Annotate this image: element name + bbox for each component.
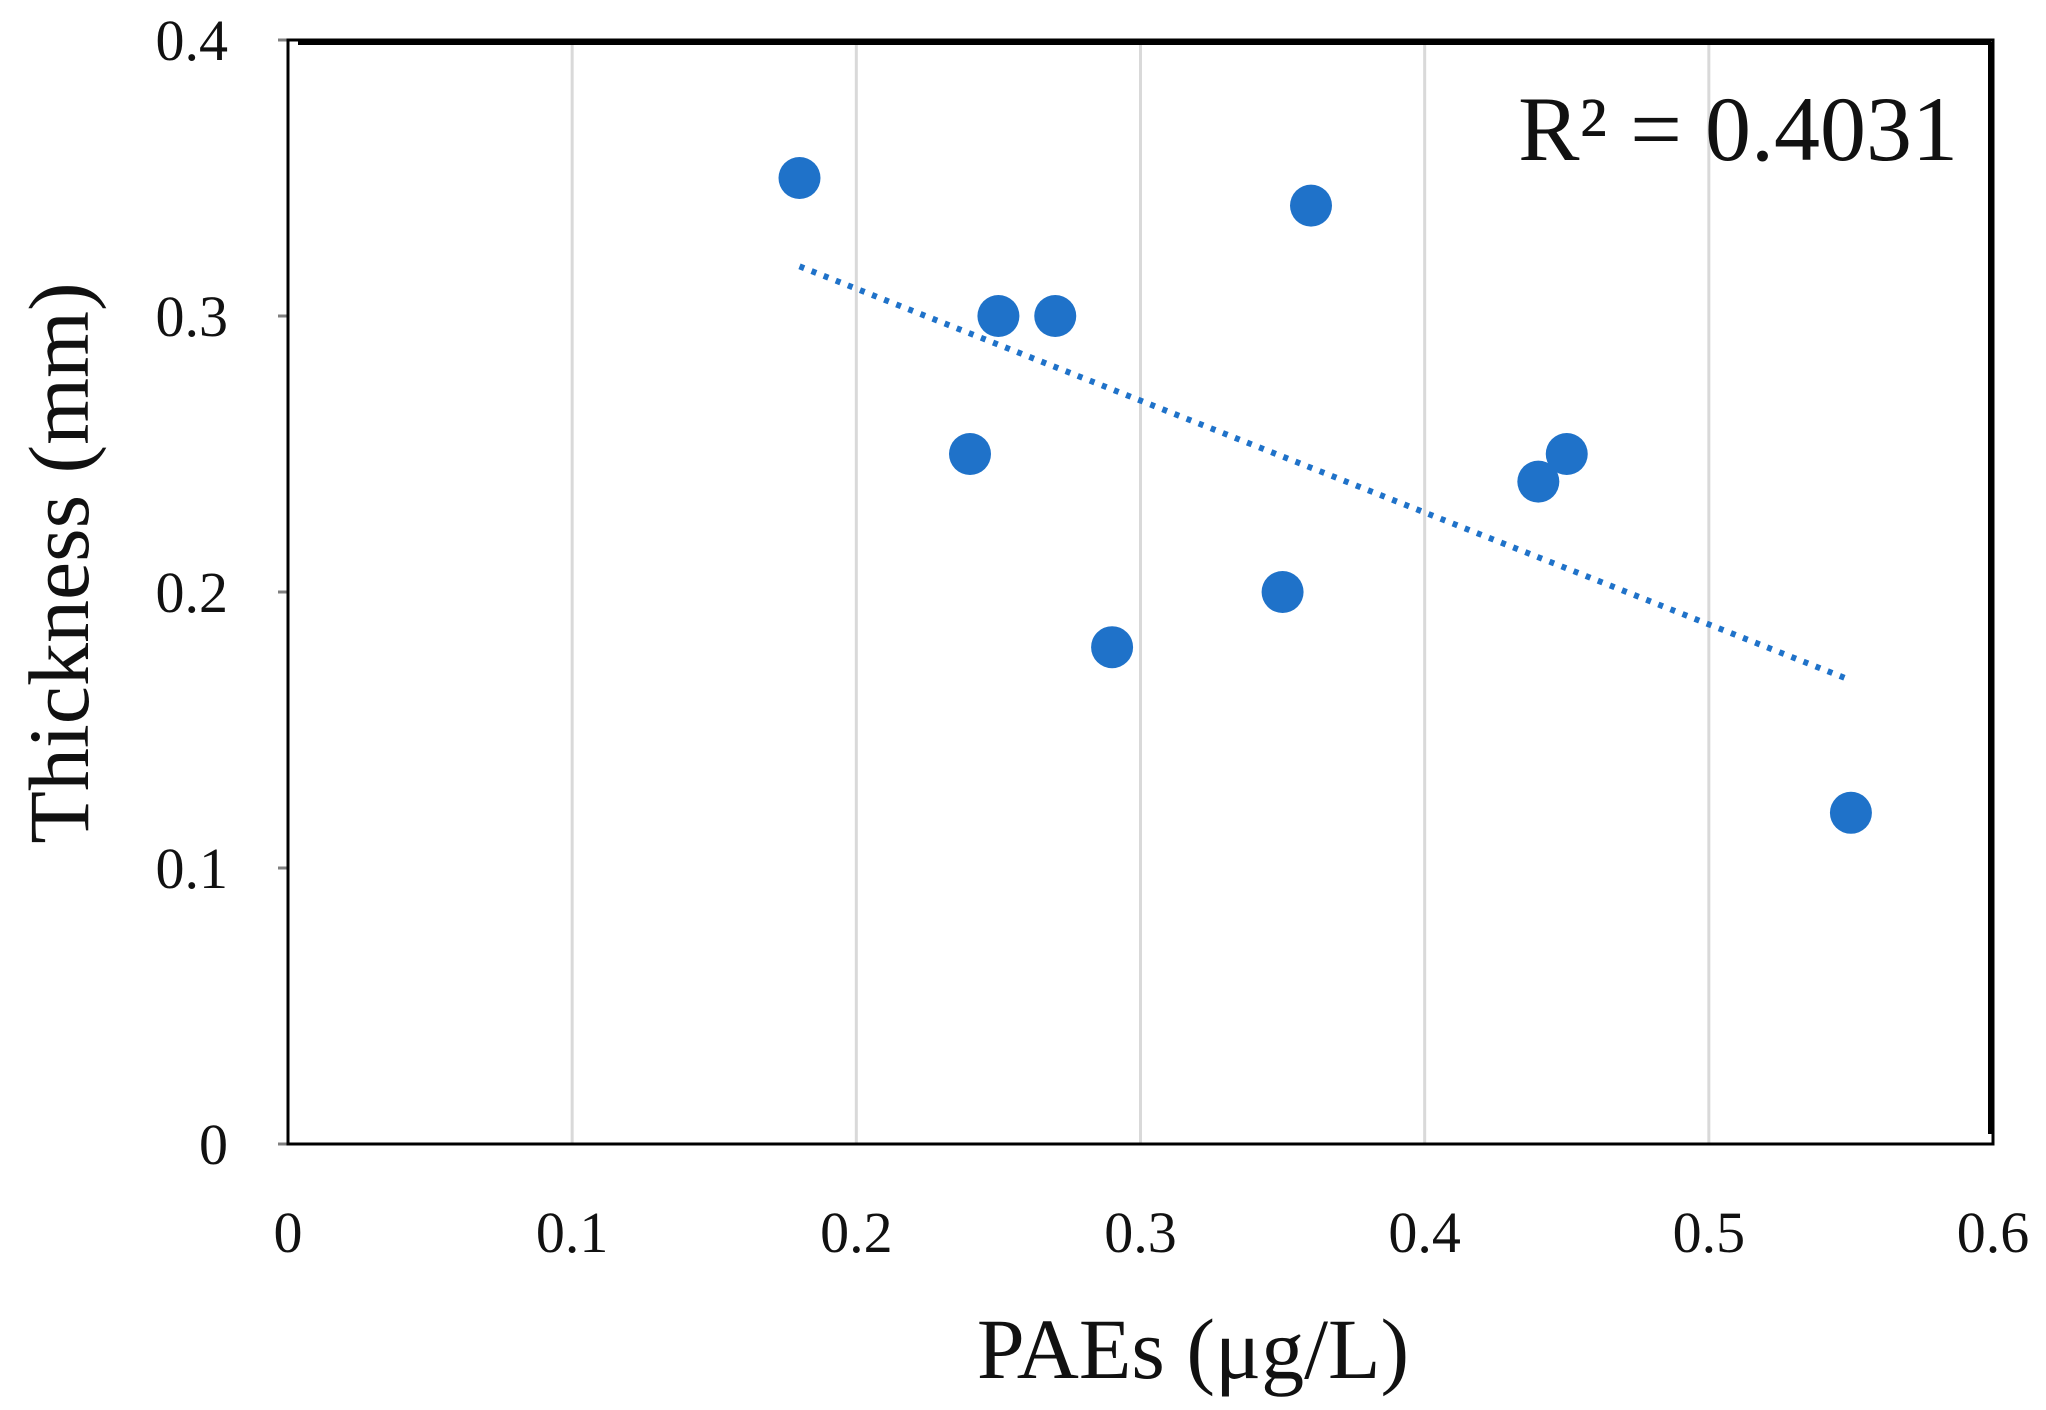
trendline-group xyxy=(798,263,1853,684)
y-axis-title: Thickness (mm) xyxy=(11,282,107,843)
x-tick-label-3: 0.3 xyxy=(1104,1200,1177,1265)
plot-frame xyxy=(286,38,1995,1146)
y-tick-labels: 0 0.1 0.2 0.3 0.4 xyxy=(156,8,229,1177)
data-point-0-8 xyxy=(1545,433,1588,475)
y-tick-label-3: 0.3 xyxy=(156,284,229,349)
y-tick-label-2: 0.2 xyxy=(156,560,229,625)
data-points xyxy=(778,157,1872,834)
x-tick-label-0: 0 xyxy=(274,1200,303,1265)
data-point-0-1 xyxy=(949,433,991,475)
trendline xyxy=(798,263,1853,684)
data-point-0-9 xyxy=(1829,791,1872,834)
y-tick-label-4: 0.4 xyxy=(156,8,229,73)
data-point-0-2 xyxy=(977,295,1020,337)
x-tick-label-6: 0.6 xyxy=(1957,1200,2030,1265)
data-point-0-3 xyxy=(1034,295,1077,337)
data-point-0-4 xyxy=(1091,626,1134,669)
r-squared-annotation: R² = 0.4031 xyxy=(1518,78,1958,180)
x-tick-labels: 0 0.1 0.2 0.3 0.4 0.5 0.6 xyxy=(274,1200,2030,1265)
x-tick-label-1: 0.1 xyxy=(536,1200,609,1265)
grid xyxy=(278,38,1711,1146)
y-tick-label-0: 0 xyxy=(199,1112,228,1177)
data-point-0-7 xyxy=(1517,460,1560,503)
data-point-0-5 xyxy=(1261,571,1304,613)
x-tick-label-2: 0.2 xyxy=(820,1200,893,1265)
data-point-0-6 xyxy=(1290,184,1332,227)
y-tick-label-1: 0.1 xyxy=(156,836,229,901)
x-tick-label-4: 0.4 xyxy=(1388,1200,1461,1265)
x-tick-label-5: 0.5 xyxy=(1673,1200,1746,1265)
x-axis-title: PAEs (μg/L) xyxy=(977,1301,1409,1397)
data-point-0-0 xyxy=(778,157,821,199)
